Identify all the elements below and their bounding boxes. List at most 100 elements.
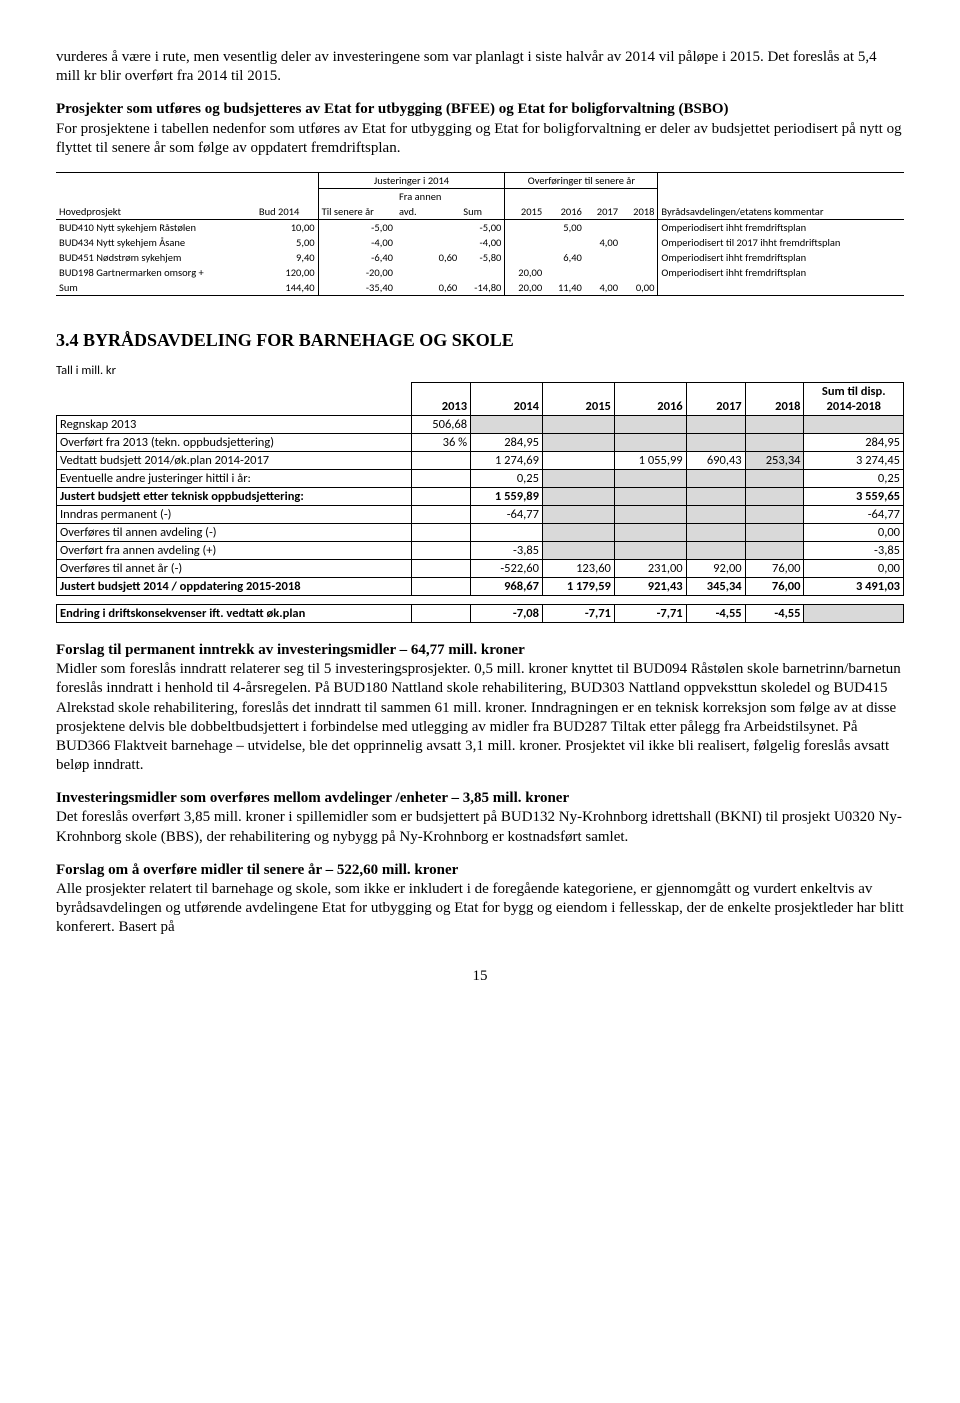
t1-c8: 2018 bbox=[621, 204, 658, 220]
table-cell: Regnskap 2013 bbox=[57, 415, 412, 433]
section-title: 3.4 BYRÅDSAVDELING FOR BARNEHAGE OG SKOL… bbox=[56, 330, 904, 351]
table-cell bbox=[542, 415, 614, 433]
t1-c2: Til senere år bbox=[318, 204, 396, 220]
table-cell bbox=[505, 235, 545, 250]
body-block-2: Investeringsmidler som overføres mellom … bbox=[56, 789, 904, 847]
table-cell bbox=[542, 541, 614, 559]
table-cell: 10,00 bbox=[256, 219, 318, 235]
table-cell: 231,00 bbox=[614, 559, 686, 577]
t1-c3a: Fra annen bbox=[396, 188, 460, 204]
table-cell: -5,80 bbox=[460, 250, 505, 265]
table-cell bbox=[545, 265, 585, 280]
table-cell: 0,00 bbox=[804, 523, 904, 541]
table-cell: 284,95 bbox=[804, 433, 904, 451]
body-p3: Alle prosjekter relatert til barnehage o… bbox=[56, 881, 904, 935]
table-cell: 0,00 bbox=[621, 280, 658, 296]
table-cell: BUD410 Nytt sykehjem Råstølen bbox=[56, 219, 256, 235]
table-cell bbox=[412, 559, 471, 577]
table-cell bbox=[585, 219, 621, 235]
table-cell: Omperiodisert ihht fremdriftsplan bbox=[658, 219, 904, 235]
table-cell bbox=[745, 487, 804, 505]
table-cell bbox=[621, 235, 658, 250]
table-cell bbox=[614, 415, 686, 433]
table-cell: 1 055,99 bbox=[614, 451, 686, 469]
intro-p2-body: For prosjektene i tabellen nedenfor som … bbox=[56, 121, 902, 156]
table-cell: 4,00 bbox=[585, 280, 621, 296]
table-cell: -35,40 bbox=[318, 280, 396, 296]
table-cell: 76,00 bbox=[745, 577, 804, 595]
table-cell bbox=[745, 433, 804, 451]
table-cell bbox=[658, 280, 904, 296]
table-cell: -3,85 bbox=[471, 541, 543, 559]
table-cell bbox=[412, 487, 471, 505]
table-cell: Overført fra 2013 (tekn. oppbudsjetterin… bbox=[57, 433, 412, 451]
table-cell: 20,00 bbox=[505, 265, 545, 280]
table-cell: 506,68 bbox=[412, 415, 471, 433]
t2-y3: 2016 bbox=[614, 382, 686, 415]
body-block-1: Forslag til permanent inntrekk av invest… bbox=[56, 641, 904, 775]
table-cell bbox=[614, 469, 686, 487]
table-cell: Overføres til annet år (-) bbox=[57, 559, 412, 577]
adjustments-table: Justeringer i 2014 Overføringer til sene… bbox=[56, 172, 904, 296]
table-cell: -522,60 bbox=[471, 559, 543, 577]
table-cell: -4,00 bbox=[318, 235, 396, 250]
table-cell bbox=[621, 250, 658, 265]
table-cell: 5,00 bbox=[545, 219, 585, 235]
table-cell: BUD451 Nødstrøm sykehjem bbox=[56, 250, 256, 265]
table-cell: -4,55 bbox=[745, 604, 804, 622]
table-cell: 11,40 bbox=[545, 280, 585, 296]
intro-p2: Prosjekter som utføres og budsjetteres a… bbox=[56, 100, 904, 158]
table-cell: 1 274,69 bbox=[471, 451, 543, 469]
t1-c9: Byrådsavdelingen/etatens kommentar bbox=[658, 204, 904, 220]
table-cell bbox=[412, 451, 471, 469]
body-block-3: Forslag om å overføre midler til senere … bbox=[56, 861, 904, 938]
table-cell: 0,60 bbox=[396, 250, 460, 265]
t1-c1: Bud 2014 bbox=[256, 204, 318, 220]
table-cell bbox=[686, 505, 745, 523]
intro-p1: vurderes å være i rute, men vesentlig de… bbox=[56, 48, 904, 86]
table-cell: -7,71 bbox=[542, 604, 614, 622]
t2-y0: 2013 bbox=[412, 382, 471, 415]
t2-y5: 2018 bbox=[745, 382, 804, 415]
table-cell bbox=[412, 541, 471, 559]
table-cell: 144,40 bbox=[256, 280, 318, 296]
table-cell: 690,43 bbox=[686, 451, 745, 469]
table-cell: 1 559,89 bbox=[471, 487, 543, 505]
table-cell: 3 559,65 bbox=[804, 487, 904, 505]
table-cell bbox=[460, 265, 505, 280]
table-cell: 6,40 bbox=[545, 250, 585, 265]
t1-grp2: Overføringer til senere år bbox=[505, 172, 658, 188]
table-cell: BUD434 Nytt sykehjem Åsane bbox=[56, 235, 256, 250]
table-cell: -64,77 bbox=[804, 505, 904, 523]
table-cell: BUD198 Gartnermarken omsorg + bbox=[56, 265, 256, 280]
table-cell bbox=[745, 541, 804, 559]
table-cell: 921,43 bbox=[614, 577, 686, 595]
table-cell: 284,95 bbox=[471, 433, 543, 451]
budget-table: 2013 2014 2015 2016 2017 2018 Sum til di… bbox=[56, 382, 904, 623]
table-cell bbox=[545, 235, 585, 250]
table-cell: 36 % bbox=[412, 433, 471, 451]
table-cell: Justert budsjett etter teknisk oppbudsje… bbox=[57, 487, 412, 505]
page-number: 15 bbox=[56, 968, 904, 985]
table-cell bbox=[412, 469, 471, 487]
table-cell: 0,25 bbox=[471, 469, 543, 487]
table-cell bbox=[686, 469, 745, 487]
table-cell: Overføres til annen avdeling (-) bbox=[57, 523, 412, 541]
table-cell bbox=[412, 505, 471, 523]
table-cell: Justert budsjett 2014 / oppdatering 2015… bbox=[57, 577, 412, 595]
table-cell: 9,40 bbox=[256, 250, 318, 265]
table-cell: Inndras permanent (-) bbox=[57, 505, 412, 523]
table-cell: 123,60 bbox=[542, 559, 614, 577]
table-cell bbox=[412, 577, 471, 595]
t1-c7: 2017 bbox=[585, 204, 621, 220]
table-cell bbox=[614, 505, 686, 523]
table-cell: -4,55 bbox=[686, 604, 745, 622]
table-cell: 0,00 bbox=[804, 559, 904, 577]
t2-disp1: Sum til disp. bbox=[822, 384, 886, 399]
table-cell: 3 491,03 bbox=[804, 577, 904, 595]
table-cell: Omperiodisert ihht fremdriftsplan bbox=[658, 265, 904, 280]
table-cell: -5,00 bbox=[318, 219, 396, 235]
t2-y1: 2014 bbox=[471, 382, 543, 415]
table-cell: 120,00 bbox=[256, 265, 318, 280]
table-cell: -20,00 bbox=[318, 265, 396, 280]
